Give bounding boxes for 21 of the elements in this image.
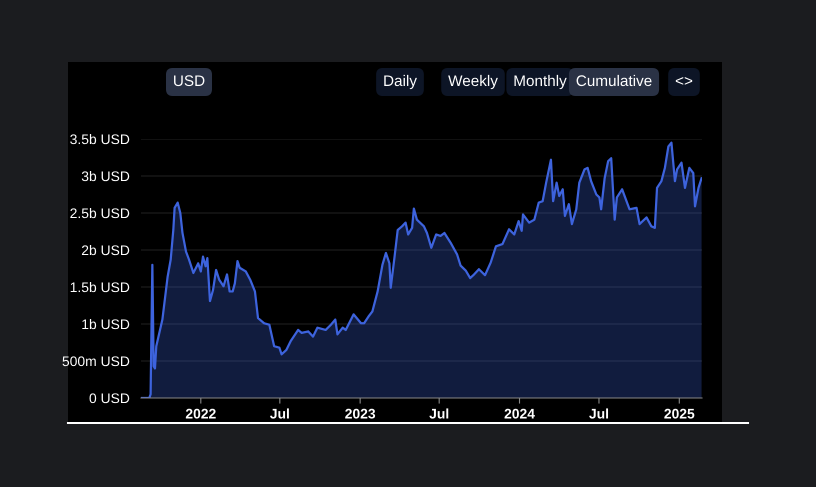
y-tick-label: 1b USD	[82, 318, 130, 330]
text: Cumulative	[576, 74, 652, 86]
text: Weekly	[448, 74, 498, 90]
x-tick-label: 2025	[664, 408, 694, 419]
x-tick-label: Jul	[270, 408, 289, 419]
x-tick-label: Jul	[589, 408, 608, 419]
y-tick-label: 500m USD	[62, 356, 130, 366]
text: Monthly	[514, 74, 567, 90]
x-tick-label: Jul	[429, 408, 448, 419]
text: USD	[174, 75, 204, 86]
y-tick-label: 3b USD	[82, 170, 130, 182]
y-tick-label: 2.5b USD	[70, 208, 130, 218]
text: <>	[676, 77, 692, 85]
x-tick-label: 2023	[345, 408, 376, 419]
y-tick-label: 0 USD	[90, 393, 130, 404]
y-tick-label: 1.5b USD	[70, 282, 130, 292]
text: Daily	[384, 74, 417, 90]
x-tick-label: 2024	[504, 408, 535, 419]
y-tick-label: 3.5b USD	[70, 134, 130, 144]
x-tick-label: 2022	[186, 408, 216, 419]
y-tick-label: 2b USD	[82, 244, 130, 256]
